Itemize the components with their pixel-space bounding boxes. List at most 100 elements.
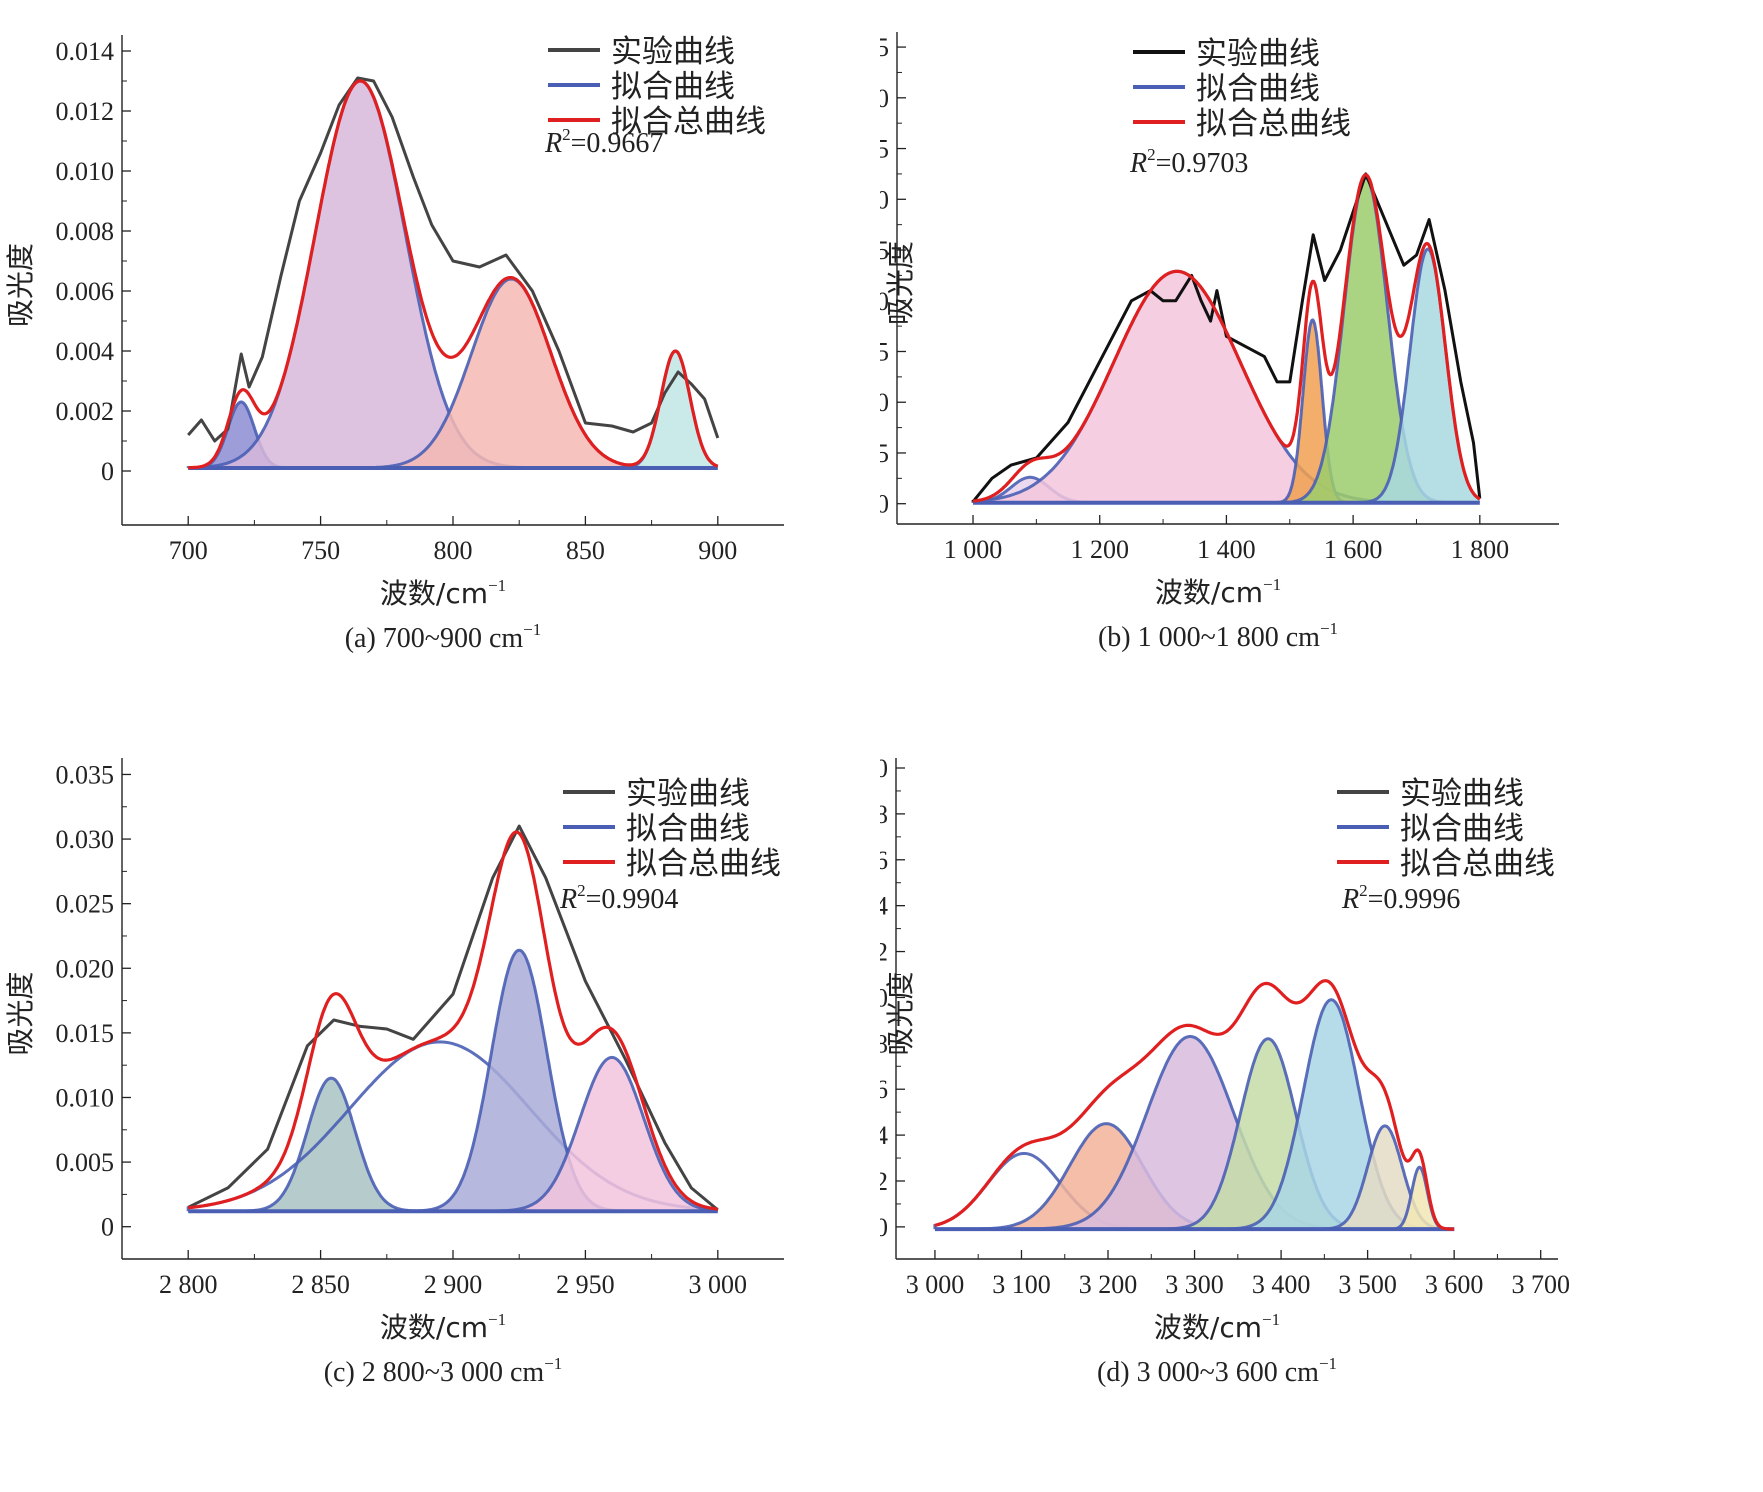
caption-sup: −1 [1320,619,1338,638]
caption-sup: −1 [544,1354,562,1373]
legend-label: 拟合曲线 [1196,71,1320,107]
x-tick-label: 3 000 [689,1270,748,1299]
y-tick-label: 0 [101,457,114,486]
chart-panel-a: 0 0.002 0.004 0.006 0.008 0.010 0.012 0.014 700 7… [0,0,880,746]
x-axis-label-sup: −1 [1263,575,1281,594]
r2-annotation: R2=0.9996 [1341,881,1460,915]
chart-svg-b: 0 0.05 0.10 0.15 0.20 0.25 0.30 0.35 0.40 0.45 1 0… [880,32,1559,653]
experimental-curve [971,172,1482,503]
y-tick-label: 0.012 [56,97,115,126]
chart-svg-a: 0 0.002 0.004 0.006 0.008 0.010 0.012 0.014 700 7… [4,34,784,654]
r2-annotation: R2=0.9667 [544,125,663,159]
fit-peak-fill [407,950,631,1212]
x-tick-label: 2 800 [159,1270,218,1299]
y-tick-label: 0.20 [880,287,889,316]
legend-label: 拟合总曲线 [1400,846,1555,882]
x-tick-label: 1 400 [1197,535,1256,564]
fit-peak-line [234,1076,427,1213]
experimental-curve [187,76,720,443]
caption-text: (b) 1 000~1 800 cm [1098,622,1320,653]
x-axis-label: 波数/cm−1 [1155,575,1281,609]
panel-caption: (b) 1 000~1 800 cm−1 [1098,619,1338,653]
fit-peak-fill [973,271,1431,503]
y-tick-label: 0.010 [56,157,115,186]
x-axis-label-text: 波数/cm [380,577,488,610]
y-tick-label: 0.004 [56,337,115,366]
r2-superscript: 2 [1359,881,1368,900]
fit-peak-fill [1388,1167,1451,1230]
x-axis-label: 波数/cm−1 [1154,1310,1280,1344]
chart-panel-c: 0 0.005 0.010 0.015 0.020 0.025 0.030 0.035 2 80… [0,746,880,1492]
x-tick-label: 3 100 [992,1270,1051,1299]
y-tick-label: 0.025 [56,890,115,919]
y-axis-label: 吸光度 [884,241,917,325]
y-tick-label: 0.10 [880,388,889,417]
y-axis-label: 吸光度 [884,971,917,1055]
x-tick-label: 2 850 [291,1270,350,1299]
y-tick-label: 0.005 [56,1148,115,1177]
r2-variable: R [1129,148,1147,179]
x-tick-label: 800 [434,536,473,565]
chart-svg-c: 0 0.005 0.010 0.015 0.020 0.025 0.030 0.035 2 80… [4,758,784,1388]
y-tick-label: 0.035 [56,760,115,789]
r2-annotation: R2=0.9703 [1129,145,1248,179]
y-tick-label: 0.18 [880,800,888,829]
total-fit-curve [187,79,719,470]
y-tick-label: 0.06 [880,1075,888,1104]
fit-peak-fill [960,1123,1252,1230]
r2-superscript: 2 [1147,145,1156,164]
fit-peak-fill [188,81,541,468]
fit-peak-fill [1274,320,1351,503]
x-tick-label: 900 [698,536,737,565]
legend-label: 拟合曲线 [1400,811,1524,847]
y-tick-label: 0.02 [880,1167,888,1196]
fit-peak-fill [484,1057,718,1212]
r2-value: =0.9904 [586,884,679,915]
y-tick-label: 0.14 [880,892,888,921]
fit-peak-fill [188,402,295,468]
caption-text: (d) 3 000~3 600 cm [1097,1357,1319,1388]
y-tick-label: 0.05 [880,439,889,468]
panel-caption: (a) 700~900 cm−1 [345,620,542,654]
caption-sup: −1 [523,620,541,639]
total-fit-curve [934,979,1455,1231]
y-tick-label: 0.40 [880,84,889,113]
x-tick-label: 2 950 [556,1270,615,1299]
y-tick-label: 0.15 [880,337,889,366]
y-tick-label: 0.35 [880,135,889,164]
legend-label: 拟合总曲线 [1196,106,1351,142]
y-tick-label: 0.45 [880,33,889,62]
x-axis-label: 波数/cm−1 [380,576,506,610]
y-tick-label: 0.030 [56,825,115,854]
y-tick-label: 0.30 [880,185,889,214]
fit-peak-fill [1279,178,1452,503]
caption-sup: −1 [1319,1354,1337,1373]
x-tick-label: 3 600 [1425,1270,1484,1299]
x-tick-label: 2 900 [424,1270,483,1299]
chart-svg-d: 0 0.02 0.04 0.06 0.08 0.10 0.12 0.14 0.16 0.18 0.2… [880,754,1570,1388]
x-tick-label: 3 200 [1079,1270,1138,1299]
fit-peak-fill [617,351,718,468]
y-tick-label: 0.008 [56,217,115,246]
legend-label: 实验曲线 [626,776,750,812]
y-tick-label: 0 [880,1213,888,1242]
x-tick-label: 850 [566,536,605,565]
y-axis-label: 吸光度 [4,243,37,327]
x-tick-label: 3 500 [1338,1270,1397,1299]
r2-superscript: 2 [577,881,586,900]
x-tick-label: 1 800 [1451,535,1510,564]
x-axis-label-sup: −1 [488,576,506,595]
x-axis-label-text: 波数/cm [380,1311,488,1344]
chart-panel-b: 0 0.05 0.10 0.15 0.20 0.25 0.30 0.35 0.40 0.45 1 0… [880,0,1763,746]
x-tick-label: 750 [301,536,340,565]
total-fit-curve [972,173,1481,503]
legend-label: 拟合总曲线 [626,846,781,882]
y-tick-label: 0.25 [880,236,889,265]
x-axis-label-sup: −1 [1262,1310,1280,1329]
y-tick-label: 0.04 [880,1121,888,1150]
y-tick-label: 0.20 [880,754,888,783]
fit-peak-fill [1356,249,1480,503]
r2-variable: R [559,884,577,915]
r2-variable: R [1341,884,1359,915]
fit-peak-fill [352,279,671,468]
